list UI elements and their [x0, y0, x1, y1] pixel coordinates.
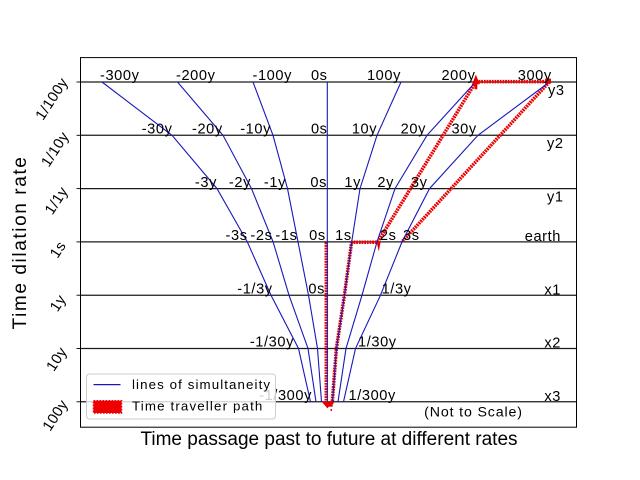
svg-text:0s: 0s: [311, 68, 328, 84]
svg-text:(Not to Scale): (Not to Scale): [424, 404, 523, 420]
svg-text:1s: 1s: [47, 239, 69, 261]
svg-text:1y: 1y: [47, 292, 69, 315]
svg-text:x3: x3: [544, 389, 561, 405]
svg-text:100y: 100y: [367, 68, 401, 84]
svg-text:y3: y3: [548, 83, 565, 99]
svg-text:Time dilation rate: Time dilation rate: [10, 156, 31, 330]
svg-text:-3y: -3y: [195, 175, 217, 191]
svg-text:-100y: -100y: [253, 68, 293, 84]
svg-text:2y: 2y: [377, 175, 394, 191]
svg-text:-20y: -20y: [192, 122, 223, 138]
svg-text:Time traveller path: Time traveller path: [132, 399, 263, 414]
svg-text:y2: y2: [547, 136, 564, 152]
svg-text:10y: 10y: [352, 122, 377, 138]
svg-text:2s: 2s: [380, 228, 397, 244]
svg-text:Time passage past to future at: Time passage past to future at different…: [140, 429, 517, 450]
svg-text:-2y: -2y: [229, 175, 251, 191]
svg-text:lines of simultaneity: lines of simultaneity: [132, 377, 271, 392]
svg-text:-300y: -300y: [100, 68, 140, 84]
svg-text:-1s: -1s: [275, 228, 297, 244]
svg-text:0s: 0s: [309, 228, 326, 244]
svg-text:1y: 1y: [344, 175, 361, 191]
svg-text:200y: 200y: [441, 68, 475, 84]
svg-text:-30y: -30y: [142, 122, 173, 138]
svg-text:-3s: -3s: [226, 228, 248, 244]
svg-text:-200y: -200y: [176, 68, 216, 84]
svg-text:30y: 30y: [451, 122, 476, 138]
svg-text:300y: 300y: [518, 68, 552, 84]
svg-text:0s: 0s: [311, 122, 328, 138]
svg-text:1/300y: 1/300y: [349, 388, 397, 404]
svg-text:y1: y1: [547, 189, 564, 205]
svg-text:-2s: -2s: [250, 228, 272, 244]
svg-text:-10y: -10y: [240, 122, 271, 138]
svg-text:1/30y: 1/30y: [358, 335, 397, 351]
svg-text:x2: x2: [544, 336, 561, 352]
svg-text:1s: 1s: [335, 228, 352, 244]
svg-text:-1/3y: -1/3y: [237, 281, 273, 297]
svg-text:3s: 3s: [403, 228, 420, 244]
svg-text:1/3y: 1/3y: [382, 281, 412, 297]
svg-text:earth: earth: [525, 229, 561, 245]
svg-text:0s: 0s: [310, 175, 327, 191]
svg-text:-1y: -1y: [264, 175, 286, 191]
svg-text:-1/30y: -1/30y: [250, 335, 294, 351]
svg-text:0s: 0s: [308, 281, 325, 297]
svg-text:20y: 20y: [401, 122, 426, 138]
svg-text:3y: 3y: [411, 175, 428, 191]
svg-text:x1: x1: [544, 282, 561, 298]
